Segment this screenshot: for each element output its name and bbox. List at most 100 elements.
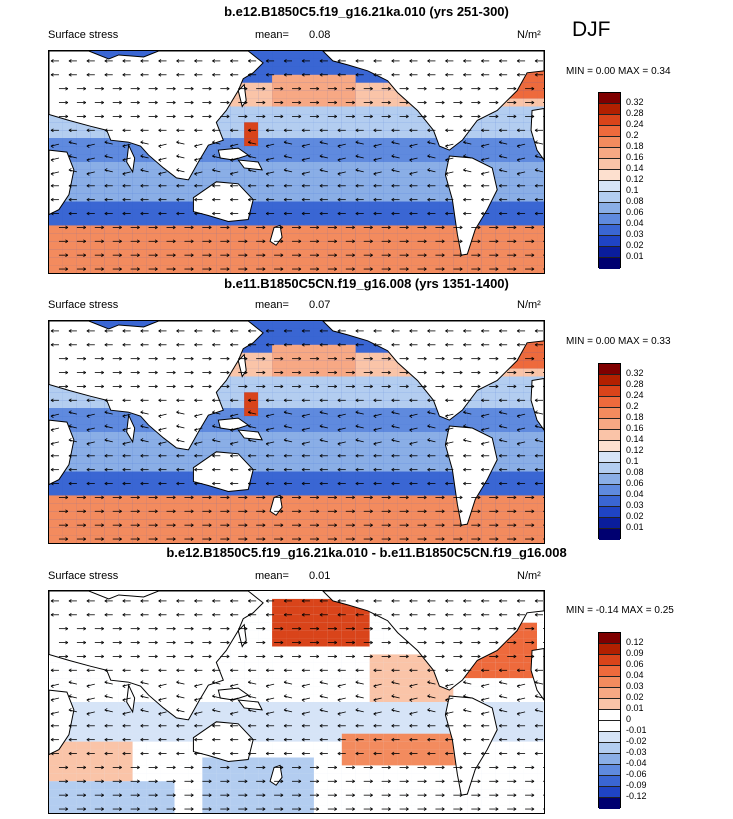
stress-field-cell	[383, 177, 398, 186]
stress-field-cell	[49, 678, 63, 687]
stress-field-cell	[202, 162, 217, 170]
wind-stress-arrowhead	[176, 140, 180, 145]
stress-field-cell	[313, 487, 328, 496]
wind-stress-arrow	[391, 169, 400, 173]
wind-stress-arrowhead	[68, 128, 72, 133]
wind-stress-arrowhead	[158, 183, 162, 188]
wind-stress-arrowhead	[391, 398, 395, 403]
stress-field-cell	[411, 169, 426, 178]
wind-stress-arrowhead	[247, 481, 251, 486]
stress-field-cell	[439, 241, 454, 250]
wind-stress-arrow	[248, 169, 257, 173]
wind-stress-arrowhead	[481, 183, 484, 188]
wind-stress-arrowhead	[337, 211, 341, 216]
stress-field-cell	[258, 630, 273, 639]
stress-field-cell	[202, 447, 217, 456]
stress-field-cell	[132, 249, 147, 258]
stress-field-cell	[369, 654, 384, 663]
stress-field-cell	[104, 725, 119, 734]
colorbar-swatch	[599, 258, 620, 269]
colorbar-tick-label: 0.28	[626, 379, 644, 389]
stress-field-cell	[258, 527, 273, 536]
stress-field-cell	[299, 439, 314, 448]
stress-field-cell	[495, 805, 510, 813]
wind-stress-arrowhead	[409, 211, 413, 216]
stress-field-cell	[90, 185, 105, 194]
wind-stress-arrowhead	[212, 342, 216, 347]
wind-stress-arrowhead	[158, 467, 162, 472]
wind-stress-arrowhead	[65, 523, 69, 527]
wind-stress-arrowhead	[534, 197, 538, 202]
stress-field-cell	[258, 757, 273, 766]
stress-field-cell	[439, 257, 454, 266]
wind-stress-arrowhead	[154, 114, 158, 119]
wind-stress-arrowhead	[283, 59, 287, 63]
stress-field-cell	[132, 241, 147, 250]
wind-stress-arrowhead	[495, 267, 499, 271]
wind-stress-arrowhead	[355, 211, 359, 216]
stress-field-cell	[369, 146, 384, 155]
stress-field-cell	[174, 717, 189, 726]
wind-stress-arrow	[427, 141, 436, 145]
wind-stress-arrowhead	[136, 267, 140, 271]
wind-stress-arrowhead	[176, 128, 180, 133]
stress-field-cell	[509, 424, 524, 432]
wind-stress-arrowhead	[352, 100, 355, 105]
stress-field-cell	[76, 495, 91, 504]
wind-stress-arrowhead	[513, 509, 517, 514]
stress-field-cell	[90, 519, 105, 528]
stress-field-cell	[272, 741, 287, 750]
stress-field-cell	[327, 233, 342, 242]
wind-stress-arrowhead	[230, 329, 233, 333]
wind-stress-arrowhead	[373, 172, 377, 176]
stress-field-cell	[397, 773, 412, 782]
wind-stress-arrowhead	[265, 72, 269, 77]
wind-stress-arrowhead	[445, 428, 449, 432]
stress-field-cell	[244, 694, 259, 702]
stress-field-cell	[355, 344, 370, 353]
wind-stress-arrowhead	[441, 495, 445, 500]
stress-field-cell	[258, 479, 273, 488]
colorbar-swatch	[599, 126, 620, 137]
stress-field-cell	[341, 797, 356, 806]
wind-stress-arrowhead	[409, 128, 413, 133]
wind-stress-arrowhead	[405, 384, 409, 389]
stress-field-cell	[118, 805, 133, 813]
stress-field-cell	[341, 455, 356, 464]
stress-field-cell	[258, 74, 273, 83]
stress-field-cell	[439, 265, 454, 273]
stress-field-cell	[299, 757, 314, 766]
wind-stress-arrow	[212, 439, 221, 443]
stress-field-cell	[299, 638, 314, 647]
stress-field-cell	[118, 154, 133, 162]
colorbar-tick-label: 0.24	[626, 390, 644, 400]
stress-field-cell	[104, 527, 119, 536]
stress-field-cell	[411, 511, 426, 520]
stress-field-cell	[258, 328, 273, 337]
wind-stress-arrow	[212, 169, 221, 173]
wind-stress-arrowhead	[176, 168, 180, 172]
stress-field-cell	[537, 535, 544, 543]
wind-stress-arrowhead	[298, 253, 302, 257]
wind-stress-arrowhead	[463, 140, 467, 145]
stress-field-cell	[118, 447, 133, 456]
wind-stress-arrowhead	[369, 370, 373, 375]
stress-field-cell	[244, 400, 259, 409]
wind-stress-arrowhead	[301, 211, 305, 216]
stress-field-cell	[369, 424, 384, 432]
wind-stress-arrow	[122, 413, 131, 417]
wind-stress-arrowhead	[212, 128, 216, 133]
stress-field-cell	[272, 241, 287, 250]
stress-field-cell	[286, 90, 300, 99]
stress-field-cell	[174, 265, 189, 273]
wind-stress-arrow	[319, 425, 328, 429]
stress-field-cell	[146, 447, 161, 456]
stress-field-cell	[188, 511, 203, 520]
wind-stress-arrowhead	[427, 342, 431, 347]
wind-stress-arrowhead	[208, 370, 212, 375]
stress-field-cell	[188, 233, 203, 242]
wind-stress-arrowhead	[119, 86, 122, 91]
stress-field-cell	[230, 503, 245, 512]
stress-field-cell	[160, 185, 175, 194]
stress-field-cell	[467, 789, 482, 798]
